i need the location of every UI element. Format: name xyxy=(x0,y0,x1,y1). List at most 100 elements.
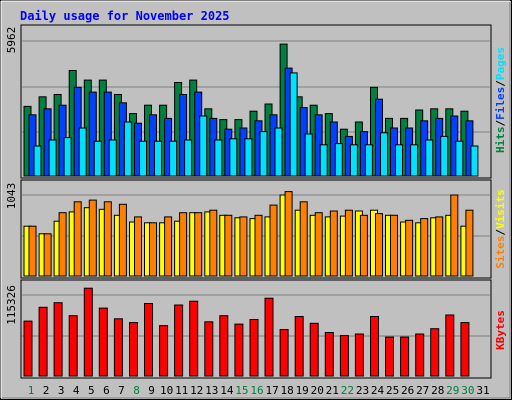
bar-sites-day-29 xyxy=(450,194,459,277)
bar-kbytes-day-18 xyxy=(279,329,289,377)
bar-kbytes-day-2 xyxy=(38,306,48,377)
day-label-20: 20 xyxy=(311,384,324,397)
legend-entry-pages: Pages xyxy=(494,47,507,80)
legend-entry-kbytes: KBytes xyxy=(494,310,507,350)
day-label-26: 26 xyxy=(401,384,414,397)
bar-sites-day-9 xyxy=(149,222,157,277)
bar-pages-day-30 xyxy=(470,145,479,177)
bar-files-day-6 xyxy=(103,91,112,177)
bar-kbytes-day-20 xyxy=(309,322,319,377)
legend-bottom: KBytes xyxy=(494,310,507,350)
bar-sites-day-5 xyxy=(88,199,97,277)
legend-entry-visits: Visits xyxy=(494,189,507,229)
day-label-16: 16 xyxy=(250,384,263,397)
day-label-14: 14 xyxy=(220,384,234,397)
day-label-15: 15 xyxy=(235,384,248,397)
legend-separator: / xyxy=(494,229,507,236)
legend-middle: Sites/Visits xyxy=(494,189,507,269)
bar-sites-day-26 xyxy=(405,219,414,277)
bar-files-day-11 xyxy=(179,94,188,177)
bar-sites-day-8 xyxy=(134,216,142,277)
bar-pages-day-5 xyxy=(93,140,102,177)
bar-kbytes-day-22 xyxy=(339,335,349,377)
bar-kbytes-day-4 xyxy=(68,315,78,377)
day-label-4: 4 xyxy=(73,384,80,397)
bar-pages-day-26 xyxy=(410,144,419,177)
bar-kbytes-day-13 xyxy=(204,321,214,377)
legend-separator: / xyxy=(494,120,507,127)
day-label-27: 27 xyxy=(416,384,429,397)
bar-sites-day-14 xyxy=(224,214,233,277)
bar-kbytes-day-11 xyxy=(174,304,184,377)
panel-bottom: 115326 KBytes xyxy=(5,279,507,379)
bar-pages-day-4 xyxy=(78,127,87,177)
day-label-21: 21 xyxy=(326,384,339,397)
bar-sites-day-11 xyxy=(179,212,188,277)
bar-pages-day-2 xyxy=(48,139,57,177)
y-max-label: 5962 xyxy=(5,27,18,54)
day-label-24: 24 xyxy=(371,384,385,397)
bar-pages-day-25 xyxy=(395,144,403,177)
bar-sites-day-27 xyxy=(420,218,429,277)
bar-pages-day-14 xyxy=(229,138,238,177)
bar-sites-day-19 xyxy=(299,201,308,277)
y-max-label: 115326 xyxy=(5,285,18,325)
bar-pages-day-15 xyxy=(244,138,253,177)
series-visits xyxy=(23,194,469,277)
bar-pages-day-29 xyxy=(455,140,464,177)
chart-title: Daily usage for November 2025 xyxy=(20,9,230,23)
bar-files-day-5 xyxy=(88,91,97,177)
legend-entry-sites: Sites xyxy=(494,236,507,269)
day-label-12: 12 xyxy=(190,384,203,397)
bar-sites-day-22 xyxy=(344,209,353,277)
bar-kbytes-day-8 xyxy=(129,322,138,377)
legend-separator: / xyxy=(494,80,507,87)
bar-sites-day-21 xyxy=(329,210,338,277)
series-kbytes xyxy=(23,287,470,377)
bar-kbytes-day-14 xyxy=(219,315,229,377)
bar-sites-day-16 xyxy=(254,214,263,277)
bar-sites-day-2 xyxy=(43,233,52,277)
panel-middle: 1043 Sites/Visits xyxy=(5,179,507,279)
bar-kbytes-day-28 xyxy=(430,328,440,377)
bar-kbytes-day-9 xyxy=(144,303,153,377)
bar-kbytes-day-24 xyxy=(370,316,379,377)
day-label-1: 1 xyxy=(28,384,35,397)
bar-pages-day-16 xyxy=(259,131,268,177)
y-max-label: 1043 xyxy=(5,183,18,210)
bar-pages-day-28 xyxy=(440,135,449,177)
bar-kbytes-day-16 xyxy=(249,319,259,377)
bar-sites-day-4 xyxy=(73,201,82,277)
bar-pages-day-23 xyxy=(364,144,373,177)
bar-sites-day-23 xyxy=(359,214,368,277)
bar-pages-day-20 xyxy=(319,144,328,177)
bar-pages-day-24 xyxy=(380,132,388,177)
day-label-25: 25 xyxy=(386,384,399,397)
day-label-7: 7 xyxy=(118,384,125,397)
series-files xyxy=(28,67,474,177)
bar-sites-day-25 xyxy=(390,214,398,277)
bar-pages-day-7 xyxy=(123,121,132,177)
bar-pages-day-19 xyxy=(304,133,313,177)
bar-kbytes-day-27 xyxy=(415,333,425,377)
day-label-28: 28 xyxy=(431,384,444,397)
bar-kbytes-day-12 xyxy=(189,300,199,377)
bar-pages-day-11 xyxy=(184,139,193,177)
bar-sites-day-12 xyxy=(194,212,203,277)
chart-panels: 5962Hits/Files/Pages1043Sites/Visits1153… xyxy=(5,24,507,379)
bar-kbytes-day-25 xyxy=(385,336,394,377)
day-label-31: 31 xyxy=(476,384,489,397)
bar-pages-day-12 xyxy=(199,115,208,177)
day-label-10: 10 xyxy=(160,384,173,397)
bar-sites-day-13 xyxy=(209,209,218,277)
bar-sites-day-3 xyxy=(58,212,67,277)
bar-pages-day-21 xyxy=(334,143,343,177)
bar-kbytes-day-5 xyxy=(83,287,93,377)
day-label-17: 17 xyxy=(265,384,278,397)
bar-kbytes-day-21 xyxy=(324,332,334,377)
bar-pages-day-8 xyxy=(139,140,147,177)
bar-kbytes-day-7 xyxy=(113,318,123,377)
bar-pages-day-13 xyxy=(214,139,223,177)
